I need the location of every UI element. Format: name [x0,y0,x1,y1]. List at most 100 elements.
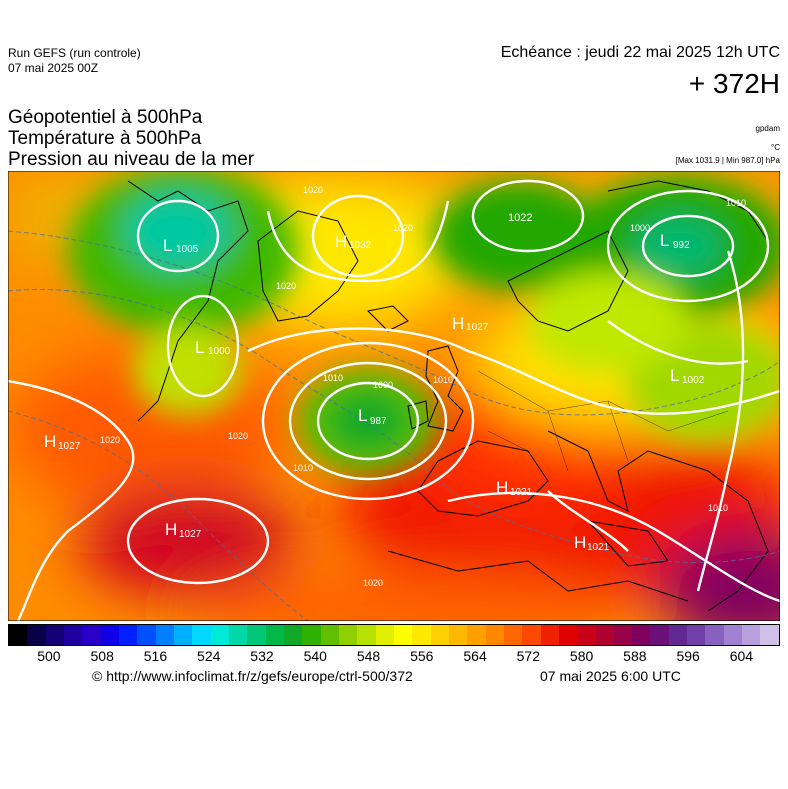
svg-text:987: 987 [370,416,387,427]
isobar-label: 1020 [393,223,413,233]
colorbar-swatch [613,625,633,645]
colorbar-swatch [650,625,669,645]
svg-text:H: H [44,432,56,451]
colorbar-tick-label: 604 [729,648,754,664]
colorbar-swatch [9,625,28,645]
colorbar-tick-label: 524 [197,648,221,664]
isobar-label: 1000 [630,223,650,233]
colorbar-swatch [467,625,486,645]
pressure-center-high: H 1027 [44,432,81,452]
unit-temperature: °C [771,143,780,152]
lead-time: + 372H [688,68,780,99]
param-pressure: Pression au niveau de la mer [8,149,255,170]
colorbar-swatch [118,625,138,645]
colorbar-swatch [302,625,321,645]
colorbar-swatch [393,625,413,645]
colorbar-swatch [137,625,156,645]
colorbar-tick-label: 572 [516,648,540,664]
issued-time: 07 mai 2025 6:00 UTC [540,668,681,684]
pressure-center-low: L 1005 [163,236,199,255]
run-title: Run GEFS (run controle) [8,46,141,60]
colorbar-swatch [265,625,284,645]
pressure-center-low: L 1000 [195,338,231,357]
forecast-valid-time: Echéance : jeudi 22 mai 2025 12h UTC [500,44,780,61]
isobar-label: 1020 [100,435,120,445]
svg-text:1021: 1021 [510,487,533,498]
run-date: 07 mai 2025 00Z [8,61,99,75]
isobar-label: 1000 [373,380,393,390]
svg-text:H: H [452,314,464,333]
colorbar-swatch [558,625,578,645]
colorbar-swatch [357,625,376,645]
isobar-label: 1010 [323,373,343,383]
isobar-label: 1020 [303,185,323,195]
colorbar-swatch [668,625,688,645]
pressure-center-high: H 1027 [165,520,202,540]
colorbar-swatch [173,625,193,645]
colorbar-tick-label: 508 [90,648,114,664]
colorbar-tick-label: 548 [356,648,381,664]
colorbar-swatch [485,625,504,645]
svg-text:1027: 1027 [58,441,81,452]
colorbar-swatch [760,625,779,645]
colorbar-swatch [210,625,229,645]
colorbar-swatch [430,625,449,645]
colorbar-swatch [577,625,596,645]
svg-text:L: L [660,231,669,250]
isobar-label: 1010 [708,503,728,513]
colorbar-tick-label: 500 [37,648,61,664]
colorbar-swatch [412,625,431,645]
colorbar-swatch [192,625,211,645]
unit-pressure-range: [Max 1031.9 | Min 987.0] hPa [675,156,780,165]
weather-map: 1020 1020 1020 1010 1000 1010 1020 1010 … [8,171,780,621]
svg-text:1027: 1027 [466,322,489,333]
coastlines [127,180,769,612]
svg-text:H: H [574,533,586,552]
colorbar-swatch [723,625,743,645]
colorbar-tick-label: 564 [463,648,487,664]
colorbar-swatch [155,625,174,645]
isobar-label: 1020 [363,578,383,588]
colorbar-swatch [27,625,46,645]
isobar-label: 1010 [433,375,453,385]
svg-text:992: 992 [673,240,690,251]
pressure-center-high: H 1027 [452,314,489,333]
svg-text:1002: 1002 [682,375,705,386]
colorbar-swatch [687,625,706,645]
pressure-center-low: L 1002 [670,366,705,386]
isobars [8,179,780,621]
colorbar-swatch [82,625,101,645]
isobar-label: 1020 [228,431,248,441]
colorbar-swatch [522,625,541,645]
svg-text:L: L [163,236,172,255]
colorbar-swatch [705,625,724,645]
colorbar-tick-label: 556 [410,648,434,664]
colorbar-swatch [228,625,248,645]
colorbar-tick-label: 532 [250,648,274,664]
pressure-center-low: L 987 [358,406,387,427]
colorbar-tick-label: 516 [143,648,168,664]
svg-text:1000: 1000 [208,346,231,357]
colorbar-swatch [540,625,559,645]
pressure-center-high: H 1021 [574,533,610,553]
svg-text:1021: 1021 [587,542,610,553]
colorbar-swatch [742,625,761,645]
colorbar-swatch [448,625,468,645]
pressure-centers: H 1032 L 1005 L 1000 H 1027 H 1027 L 987 [44,231,705,553]
colorbar-tick-label: 588 [623,648,647,664]
colorbar-ticks: 500 508 516 524 532 540 548 556 564 572 580 588 596 6… [8,648,780,666]
colorbar-swatch [320,625,339,645]
colorbar-swatch [247,625,266,645]
isobar-label: 1010 [293,463,313,473]
colorbar-swatch [283,625,303,645]
colorbar-swatch [63,625,83,645]
isobar-label: 1022 [508,212,532,224]
svg-text:H: H [165,520,177,539]
svg-text:H: H [496,478,508,497]
credit-link[interactable]: © http://www.infoclimat.fr/z/gefs/europe… [92,668,413,684]
svg-text:1027: 1027 [179,529,202,540]
param-geopotential: Géopotentiel à 500hPa [8,107,203,128]
borders [477,370,729,472]
param-temperature: Température à 500hPa [8,128,202,149]
svg-text:L: L [670,366,679,385]
